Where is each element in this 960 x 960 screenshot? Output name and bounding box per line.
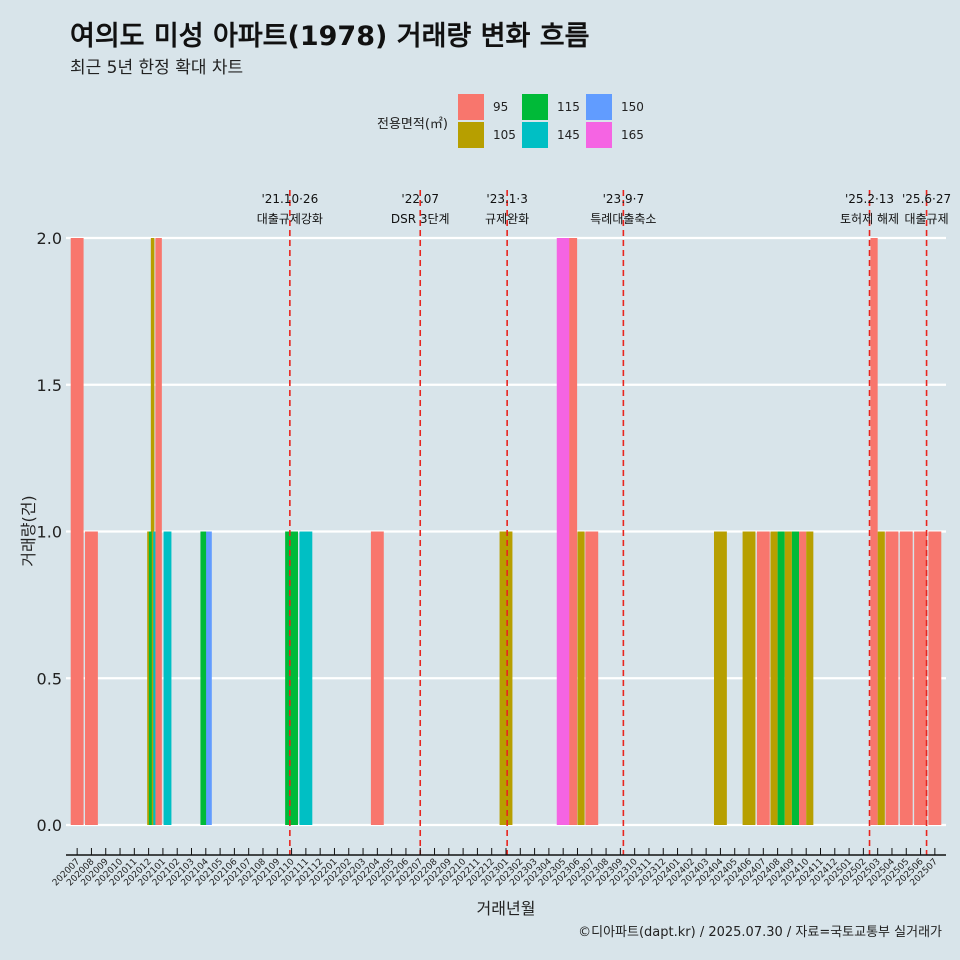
bar-202012-145 [153,531,157,825]
legend-key-105 [458,122,484,148]
legend-label-105: 105 [493,128,516,142]
bar-202407-95 [756,531,770,825]
y-axis-title: 거래량(건) [19,495,38,566]
bar-202104-150 [206,531,212,825]
bar-202506-95 [914,531,927,825]
bar-202305-165 [556,238,570,825]
legend-key-150 [586,94,612,120]
bar-202104-115 [200,531,207,825]
event-date-label: '23.1·3 [486,192,527,206]
bar-202307-95 [585,531,599,825]
bar-202404-105 [713,531,727,825]
bar-202507-95 [928,531,942,825]
legend-key-95 [458,94,484,120]
bar-202012-105 [150,238,155,825]
legend-key-165 [586,122,612,148]
legend-label-95: 95 [493,100,508,114]
event-date-label: '25.2·13 [845,192,894,206]
bar-202306-95 [569,238,578,825]
bar-202007-95 [70,238,84,825]
y-tick-label: 0.0 [37,816,62,835]
event-date-label: '23.9·7 [603,192,644,206]
event-desc-label: 토허제 해제 [840,212,899,226]
y-tick-label: 1.0 [37,523,62,542]
bar-series [70,238,942,825]
legend-label-150: 150 [621,100,644,114]
legend-key-145 [522,122,548,148]
event-desc-label: DSR 3단계 [391,212,450,226]
bar-202012-105 [147,531,151,825]
bar-202012-115 [148,531,152,825]
event-desc-label: 규제완화 [485,212,529,226]
bar-202101-95 [155,238,162,825]
chart-subtitle: 최근 5년 한정 확대 차트 [70,58,244,78]
bar-202204-95 [370,531,384,825]
bar-202409-115 [791,531,800,825]
bar-202410-105 [806,531,814,825]
axes: 2020072020082020092020102020112020122021… [51,848,946,888]
bar-202101-145 [163,531,172,825]
event-desc-label: 특례대출축소 [590,212,656,226]
event-date-label: '22.07 [401,192,439,206]
bar-202408-105 [770,531,778,825]
y-tick-label: 0.5 [37,669,62,688]
bar-202306-105 [577,531,585,825]
y-tick-label: 2.0 [37,229,62,248]
event-markers: '21.10·26 대출규제강화 '22.07 DSR 3단계 '23.1·3 규제완화 '… [257,190,951,855]
legend-title: 전용면적(㎡) [377,117,448,132]
bar-202111-145 [299,531,313,825]
event-desc-label: 대출규제 [904,212,948,226]
bar-202008-95 [85,531,98,825]
bar-202504-95 [885,531,899,825]
event-date-label: '21.10·26 [261,192,318,206]
event-date-label: '25.6·27 [902,192,951,206]
y-tick-label: 1.5 [37,376,62,395]
legend-label-115: 115 [557,100,580,114]
legend: 전용면적(㎡) 95 105 115 145 150 165 [377,94,644,148]
bar-202410-95 [799,531,807,825]
legend-label-165: 165 [621,128,644,142]
chart-title: 여의도 미성 아파트(1978) 거래량 변화 흐름 [70,21,590,52]
bar-202505-95 [899,531,913,825]
legend-key-115 [522,94,548,120]
source-caption: ©디아파트(dapt.kr) / 2025.07.30 / 자료=국토교통부 실… [578,925,942,940]
bar-202408-115 [777,531,785,825]
bar-202503-105 [877,531,885,825]
x-axis-title: 거래년월 [477,899,536,918]
legend-label-145: 145 [557,128,580,142]
bar-202406-105 [742,531,756,825]
bar-202503-95 [870,238,878,825]
bar-202409-105 [784,531,792,825]
event-desc-label: 대출규제강화 [257,212,323,226]
bar-202110-115 [285,531,299,825]
bar-202301-105 [499,531,513,825]
